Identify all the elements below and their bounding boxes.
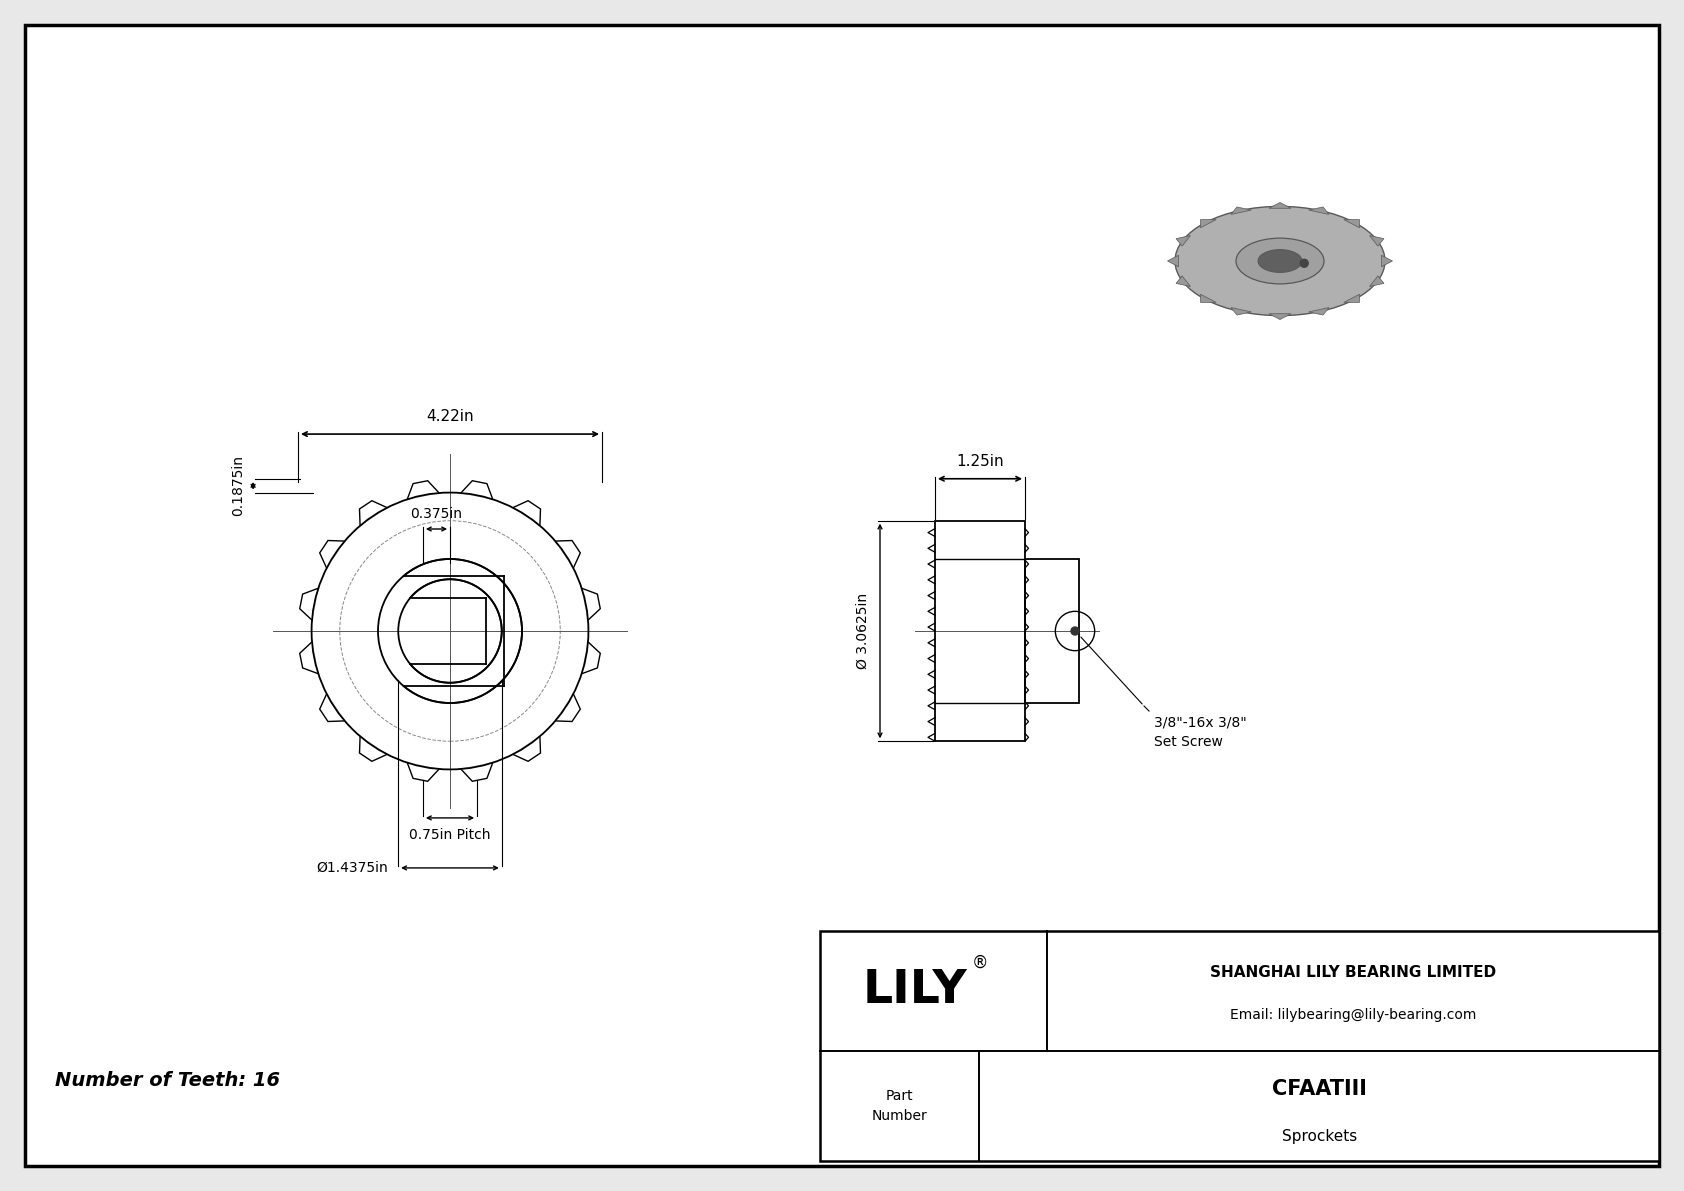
Polygon shape [1308,307,1329,316]
Polygon shape [1381,255,1393,267]
Text: Number of Teeth: 16: Number of Teeth: 16 [56,1072,280,1091]
Bar [1026,559,1079,703]
Ellipse shape [1236,238,1324,283]
Text: 0.75in Pitch: 0.75in Pitch [409,828,490,842]
Polygon shape [1201,294,1216,303]
Text: 0.1875in: 0.1875in [231,455,246,517]
Polygon shape [1270,202,1292,208]
FancyBboxPatch shape [1317,241,1347,281]
Text: Ø 3.0625in: Ø 3.0625in [855,593,871,669]
Bar [820,931,1659,1161]
Ellipse shape [1258,250,1302,273]
Text: CFAATIII: CFAATIII [1271,1079,1367,1099]
Polygon shape [1344,219,1359,227]
Text: 4.22in: 4.22in [426,409,473,424]
Text: Ø1.4375in: Ø1.4375in [317,861,389,875]
Text: SHANGHAI LILY BEARING LIMITED: SHANGHAI LILY BEARING LIMITED [1209,966,1495,980]
Polygon shape [1231,307,1251,316]
Ellipse shape [1175,206,1384,316]
Polygon shape [1270,313,1292,319]
Text: Sprockets: Sprockets [1282,1129,1357,1145]
Polygon shape [1167,255,1179,267]
Polygon shape [1308,207,1329,214]
Polygon shape [1344,294,1359,303]
Text: 1.25in: 1.25in [957,454,1004,469]
Circle shape [1300,260,1308,267]
Polygon shape [1231,207,1251,214]
Text: 0.375in: 0.375in [411,507,463,520]
Text: Part
Number: Part Number [872,1089,928,1123]
Text: 3/8"-16x 3/8"
Set Screw: 3/8"-16x 3/8" Set Screw [1154,716,1246,749]
Polygon shape [1175,236,1191,247]
Text: LILY: LILY [862,968,968,1014]
Polygon shape [1175,276,1191,287]
Polygon shape [1201,219,1216,227]
Circle shape [1071,626,1079,635]
Text: ®: ® [972,954,989,972]
Polygon shape [1369,236,1384,247]
Text: Email: lilybearing@lily-bearing.com: Email: lilybearing@lily-bearing.com [1229,1008,1475,1022]
Bar [935,520,1026,741]
Polygon shape [1369,276,1384,287]
